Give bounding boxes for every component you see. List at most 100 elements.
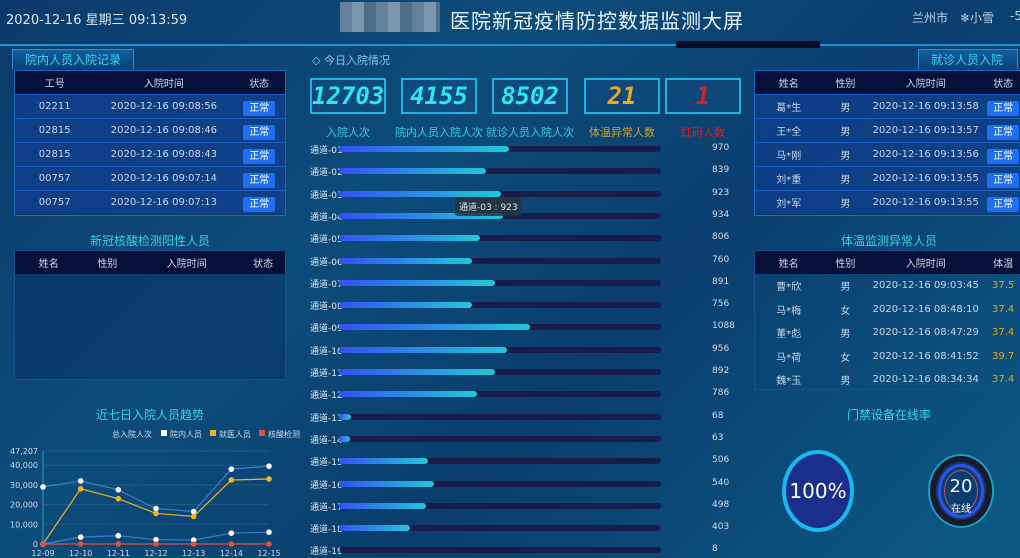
- table-row: 马*荷 女 2020-12-16 08:41:52 39.7: [755, 345, 1020, 369]
- channel-bar-track[interactable]: [339, 168, 661, 175]
- channel-bar-track[interactable]: [339, 257, 661, 264]
- status-badge[interactable]: 正常: [987, 149, 1020, 164]
- col-header: 状态: [993, 79, 1014, 90]
- status-badge[interactable]: 正常: [987, 173, 1020, 188]
- channel-bar[interactable]: [339, 212, 503, 219]
- stat-label: 红码人数: [681, 126, 725, 139]
- channel-bar[interactable]: [339, 146, 510, 152]
- status-badge[interactable]: 正常: [243, 101, 276, 116]
- channel-bar[interactable]: [339, 458, 428, 465]
- patient-name: 魏*玉: [776, 376, 802, 388]
- channel-bar-track[interactable]: [339, 458, 661, 465]
- channel-bar-track[interactable]: [339, 190, 661, 197]
- data-point: [115, 487, 122, 493]
- channel-bar-track[interactable]: [339, 302, 661, 309]
- channel-bar[interactable]: [339, 547, 341, 554]
- channel-bar-track[interactable]: [339, 547, 661, 554]
- data-point: [228, 541, 235, 547]
- status-cell: 正常: [233, 171, 285, 188]
- status-cell: 正常: [983, 99, 1020, 116]
- channel-bar[interactable]: [339, 324, 530, 331]
- table-row: 02815 2020-12-16 09:08:46 正常: [15, 118, 285, 142]
- stat-2: 8502: [492, 78, 568, 114]
- x-tick-label: 12-10: [69, 549, 92, 558]
- data-point: [153, 505, 159, 512]
- status-cell: 正常: [983, 171, 1020, 188]
- channel-bar[interactable]: [339, 302, 472, 309]
- status-badge[interactable]: 正常: [987, 197, 1020, 212]
- channel-label: 通道-12: [310, 391, 343, 402]
- body-temperature: 37.4: [992, 327, 1015, 339]
- channel-bar-track[interactable]: [339, 435, 661, 442]
- gender: 男: [840, 151, 851, 162]
- channel-bar[interactable]: [339, 369, 496, 375]
- data-point: [228, 477, 235, 483]
- data-point: [77, 541, 84, 547]
- data-point: [228, 530, 235, 536]
- stat-4: 1: [665, 78, 741, 114]
- channel-bar[interactable]: [339, 480, 434, 487]
- y-tick-label: 0: [33, 540, 38, 549]
- entry-time: 2020-12-16 09:13:55: [872, 197, 979, 208]
- stat-label: 院内人员入院人次: [395, 126, 483, 139]
- channel-bar[interactable]: [339, 413, 351, 420]
- data-point: [266, 529, 272, 535]
- channel-label: 通道-10: [310, 346, 343, 357]
- status-badge[interactable]: 正常: [243, 197, 276, 212]
- x-tick-label: 12-15: [257, 549, 280, 558]
- channel-bar-track[interactable]: [339, 502, 661, 509]
- fever-title: 体温监测异常人员: [840, 234, 937, 248]
- channel-bar[interactable]: [339, 279, 496, 286]
- legend-item: 总入院人次: [112, 429, 152, 439]
- channel-bar-track[interactable]: [339, 324, 661, 331]
- channel-bar-track[interactable]: [339, 235, 661, 242]
- status-cell: 正常: [233, 195, 285, 212]
- channel-bar[interactable]: [339, 346, 507, 353]
- channel-value: 923: [712, 187, 730, 198]
- channel-bar[interactable]: [339, 525, 410, 532]
- channel-bar[interactable]: [339, 168, 487, 175]
- stat-0: 12703: [310, 78, 386, 114]
- col-header: 性别: [835, 259, 856, 270]
- channel-bar-track[interactable]: [339, 391, 661, 398]
- channel-bar-track[interactable]: [339, 413, 661, 420]
- page-title: 医院新冠疫情防控数据监测大屏: [450, 9, 744, 33]
- channel-value: 760: [712, 254, 730, 265]
- devices-title: 门禁设备在线率: [846, 408, 931, 422]
- data-point: [77, 486, 84, 492]
- table-row: 刘*重 男 2020-12-16 09:13:55 正常: [755, 166, 1020, 190]
- header-divider: [0, 32, 1020, 46]
- channel-bar-track[interactable]: [339, 369, 661, 375]
- channel-bar[interactable]: [339, 235, 481, 242]
- staff-id: 02815: [38, 149, 71, 160]
- channel-bar[interactable]: [339, 257, 473, 264]
- patient-name: 刘*军: [776, 199, 802, 210]
- channel-bar-track[interactable]: [339, 279, 661, 286]
- data-point: [190, 508, 197, 515]
- online-count-gauge: 20 在线: [930, 456, 992, 526]
- status-badge[interactable]: 正常: [243, 149, 276, 164]
- channel-label: 通道-18: [310, 525, 343, 536]
- x-tick-label: 12-11: [107, 549, 130, 558]
- data-point: [190, 541, 197, 547]
- channel-value: 1088: [712, 321, 735, 332]
- channel-bar[interactable]: [339, 502, 427, 509]
- status-badge[interactable]: 正常: [243, 125, 276, 140]
- channel-value: 506: [712, 455, 730, 466]
- datetime: 2020-12-16 星期三 09:13:59: [6, 13, 188, 28]
- status-badge[interactable]: 正常: [987, 125, 1020, 140]
- channel-bar[interactable]: [339, 435, 351, 442]
- col-header: 性别: [97, 259, 118, 270]
- status-badge[interactable]: 正常: [243, 173, 276, 188]
- channel-bar-track[interactable]: [339, 480, 661, 487]
- channel-bar-track[interactable]: [339, 146, 661, 152]
- channel-bar-track[interactable]: [339, 525, 661, 532]
- channel-label: 通道-08: [310, 302, 343, 313]
- channel-bar[interactable]: [339, 190, 501, 197]
- col-header: 入院时间: [905, 79, 946, 90]
- channel-bar[interactable]: [339, 391, 477, 398]
- channel-bar-track[interactable]: [339, 346, 661, 353]
- status-badge[interactable]: 正常: [987, 101, 1020, 116]
- data-point: [115, 495, 122, 502]
- entry-time: 2020-12-16 09:13:57: [872, 125, 979, 136]
